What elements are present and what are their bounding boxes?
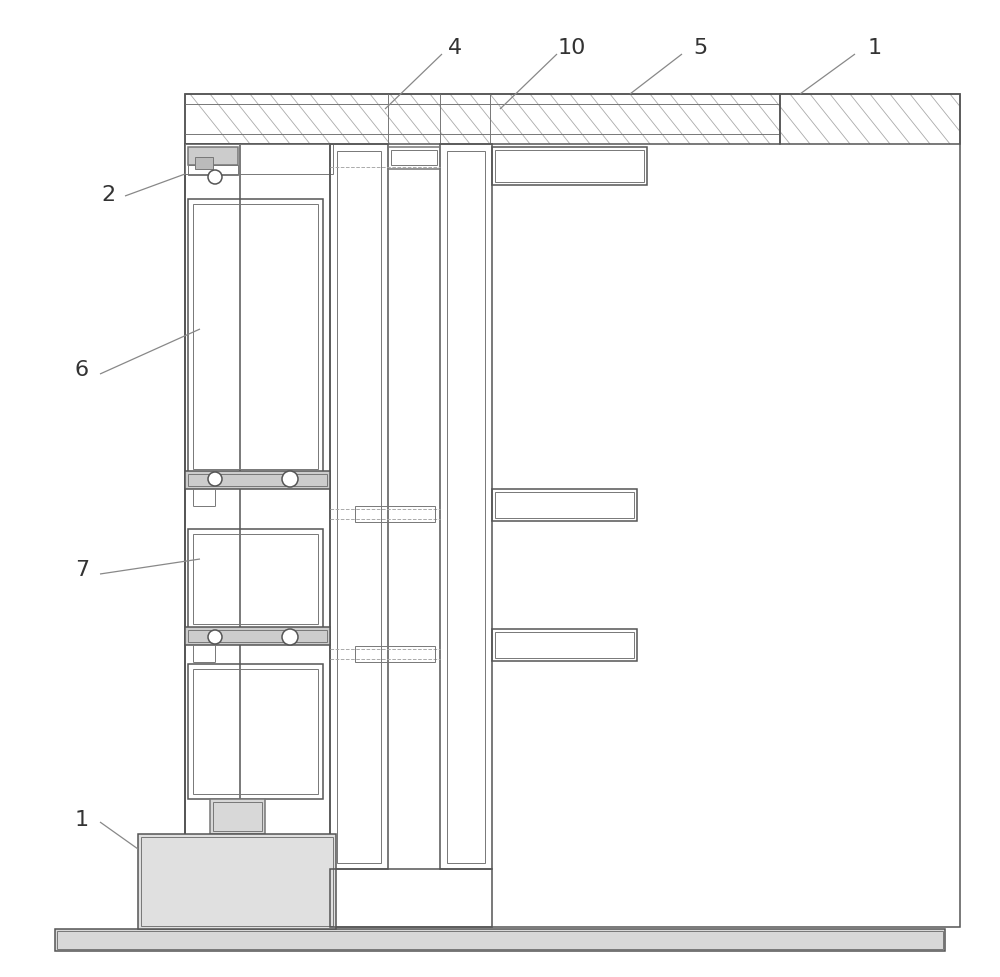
Text: 1: 1 bbox=[75, 809, 89, 829]
Text: 5: 5 bbox=[693, 38, 707, 58]
Bar bbox=[195, 158, 213, 170]
Bar bbox=[185, 95, 960, 927]
Bar bbox=[355, 647, 435, 662]
Text: 10: 10 bbox=[558, 38, 586, 58]
Bar bbox=[185, 95, 780, 145]
Bar bbox=[185, 145, 333, 175]
Bar bbox=[188, 199, 323, 475]
Bar bbox=[188, 664, 323, 799]
Bar bbox=[55, 929, 945, 951]
Bar bbox=[138, 834, 336, 929]
Circle shape bbox=[282, 472, 298, 488]
Text: 7: 7 bbox=[75, 560, 89, 579]
Bar bbox=[193, 669, 318, 794]
Bar bbox=[188, 630, 327, 642]
Bar bbox=[193, 534, 318, 624]
Bar bbox=[495, 632, 634, 658]
Bar bbox=[185, 145, 330, 870]
Bar bbox=[495, 150, 644, 183]
Bar bbox=[57, 931, 943, 949]
Bar bbox=[492, 629, 637, 661]
Bar bbox=[188, 166, 238, 176]
Bar bbox=[330, 870, 492, 927]
Bar bbox=[388, 148, 440, 170]
Text: 4: 4 bbox=[448, 38, 462, 58]
Bar bbox=[337, 151, 381, 863]
Circle shape bbox=[208, 171, 222, 185]
Bar bbox=[188, 148, 238, 166]
Circle shape bbox=[208, 473, 222, 487]
Bar bbox=[495, 492, 634, 519]
Bar bbox=[185, 145, 240, 870]
Bar bbox=[185, 627, 330, 646]
Bar bbox=[210, 799, 265, 834]
Text: 1: 1 bbox=[868, 38, 882, 58]
Bar bbox=[440, 145, 492, 870]
Circle shape bbox=[282, 629, 298, 646]
Bar bbox=[447, 151, 485, 863]
Bar bbox=[213, 802, 262, 831]
Bar bbox=[188, 475, 327, 487]
Circle shape bbox=[208, 630, 222, 645]
Bar bbox=[185, 472, 330, 489]
Bar bbox=[355, 506, 435, 523]
Text: 6: 6 bbox=[75, 360, 89, 380]
Bar bbox=[492, 148, 647, 186]
Bar bbox=[193, 205, 318, 470]
Text: 2: 2 bbox=[101, 185, 115, 205]
Bar bbox=[141, 837, 333, 926]
Bar bbox=[391, 150, 437, 166]
Bar bbox=[492, 489, 637, 522]
Bar bbox=[780, 95, 960, 145]
Bar bbox=[188, 530, 323, 629]
Bar bbox=[330, 145, 388, 870]
